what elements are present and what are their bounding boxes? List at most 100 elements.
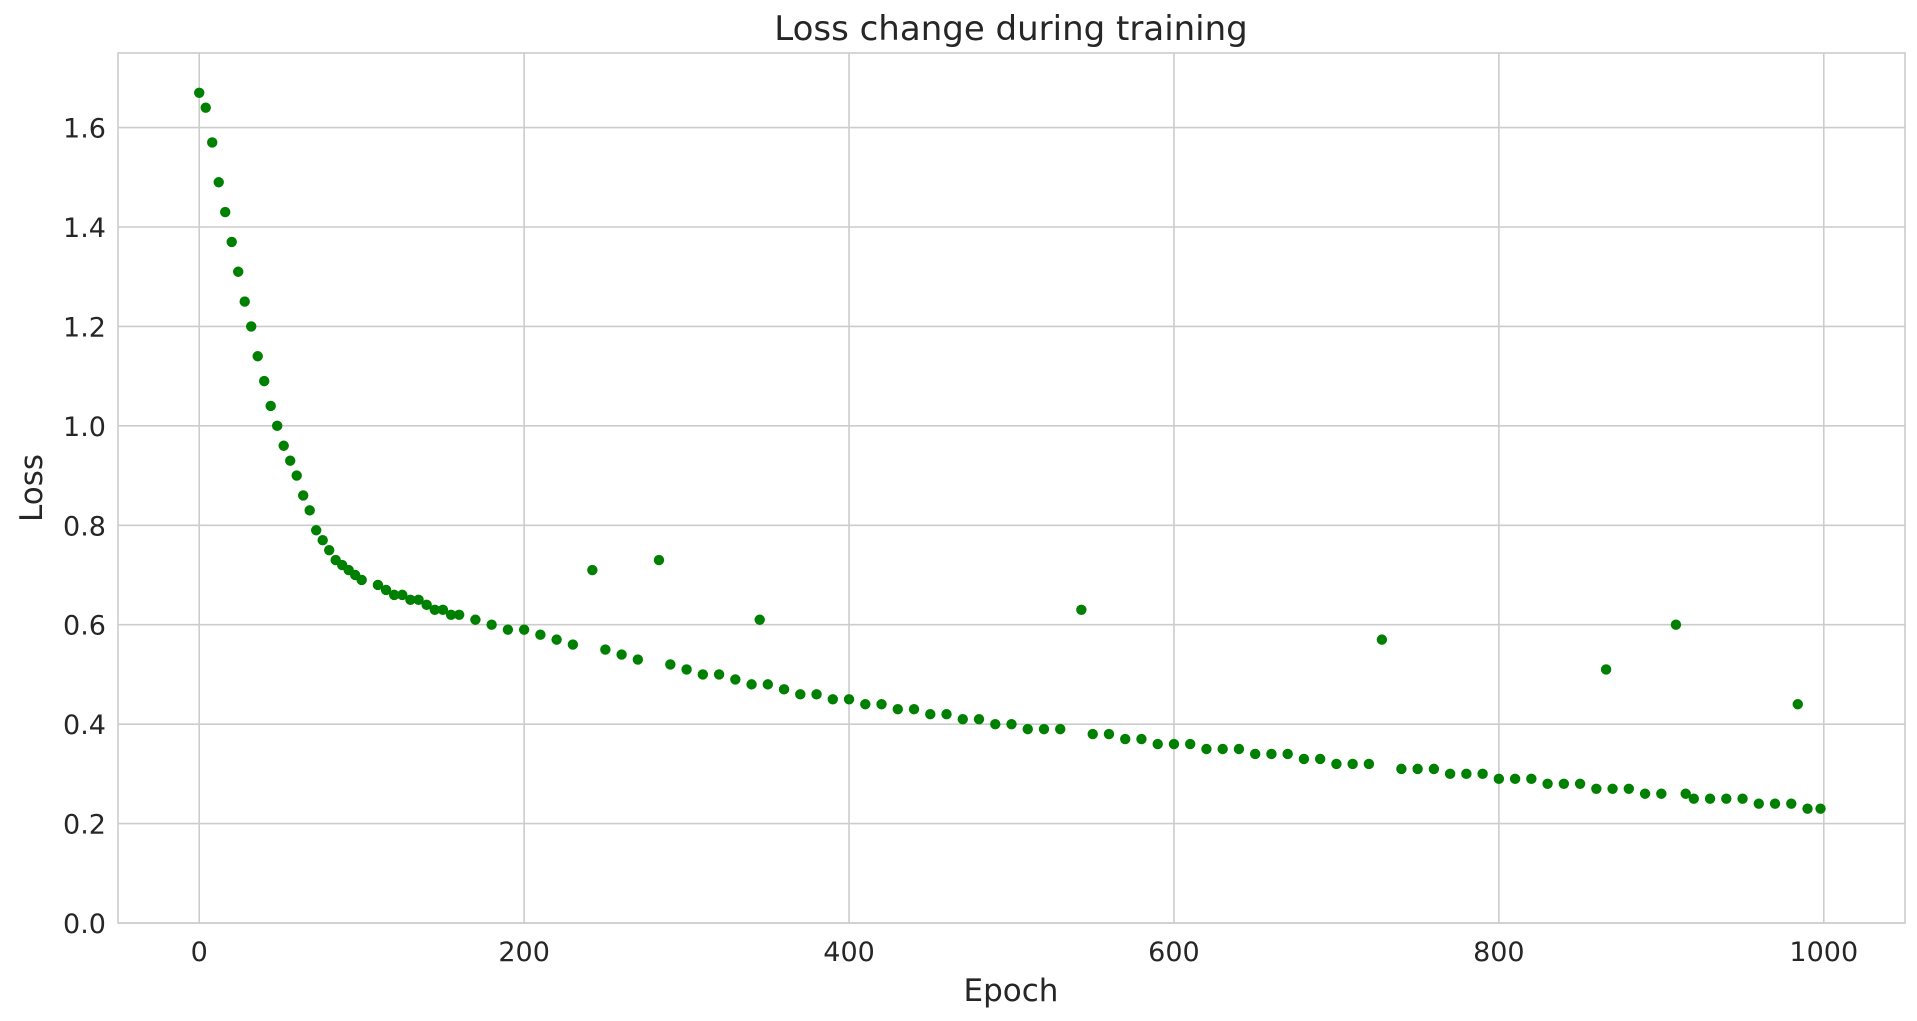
data-point — [616, 649, 627, 660]
data-point — [1477, 768, 1488, 780]
data-point — [1656, 788, 1667, 799]
data-point — [285, 455, 296, 466]
data-point — [437, 604, 449, 615]
data-point — [1022, 723, 1033, 735]
data-point — [421, 599, 432, 611]
data-point — [1233, 743, 1245, 755]
data-point — [1428, 763, 1440, 775]
data-point — [811, 689, 822, 700]
data-point — [1688, 793, 1700, 804]
y-tick-label: 1.6 — [63, 114, 106, 145]
data-point — [551, 634, 562, 645]
data-point — [746, 679, 757, 690]
data-point — [372, 579, 384, 591]
data-point — [518, 624, 530, 635]
grid — [118, 53, 1905, 924]
data-point — [1721, 793, 1732, 804]
data-point — [502, 624, 514, 635]
y-tick-label: 0.8 — [63, 511, 106, 542]
data-point — [486, 619, 497, 630]
data-point — [730, 674, 741, 685]
data-point — [632, 654, 644, 665]
data-point — [1396, 763, 1407, 775]
x-tick-label: 200 — [498, 937, 550, 968]
data-point — [1493, 773, 1505, 785]
y-tick-label: 0.0 — [63, 909, 106, 940]
data-point — [1298, 753, 1310, 765]
data-point — [827, 694, 838, 705]
data-point — [1623, 783, 1635, 794]
data-point — [1103, 728, 1115, 740]
data-point — [1249, 748, 1261, 760]
data-point — [233, 266, 244, 277]
data-point — [252, 351, 263, 362]
data-point — [265, 400, 276, 412]
data-point — [1363, 758, 1375, 770]
y-tick-label: 1.4 — [63, 213, 106, 244]
data-point — [957, 713, 968, 725]
x-tick-label: 1000 — [1789, 937, 1858, 968]
data-point — [317, 535, 328, 546]
data-point — [1282, 748, 1293, 760]
data-point — [220, 206, 231, 218]
y-tick-label: 0.4 — [63, 710, 106, 741]
data-point — [278, 440, 289, 451]
data-point — [380, 584, 392, 596]
data-point — [1769, 798, 1781, 809]
data-point — [445, 609, 457, 620]
data-point — [239, 296, 250, 307]
y-tick-labels: 0.0 0.2 0.4 0.6 0.8 1.0 1.2 1.4 1.6 — [63, 114, 106, 940]
data-point — [388, 589, 400, 601]
y-tick-label: 1.2 — [63, 312, 106, 343]
y-tick-label: 1.0 — [63, 412, 106, 443]
data-point — [876, 699, 887, 710]
data-point — [1006, 718, 1017, 730]
data-point — [1753, 798, 1764, 809]
data-point — [1558, 778, 1570, 789]
data-point — [213, 177, 224, 188]
data-point — [860, 699, 871, 710]
data-points — [194, 87, 1826, 814]
data-point — [713, 669, 725, 680]
data-point — [1509, 773, 1521, 785]
data-point — [1680, 788, 1691, 799]
data-point — [908, 704, 920, 715]
data-point — [453, 609, 465, 620]
data-point — [1591, 783, 1602, 794]
data-point — [1087, 728, 1098, 740]
y-tick-label: 0.6 — [63, 611, 106, 642]
data-point — [795, 689, 806, 700]
chart-title: Loss change during training — [774, 9, 1248, 49]
data-point — [1331, 758, 1342, 770]
data-point — [653, 554, 665, 566]
data-point — [1802, 803, 1813, 814]
x-tick-label: 800 — [1473, 937, 1525, 968]
data-point — [567, 639, 579, 650]
data-point — [925, 709, 936, 720]
data-point — [405, 594, 416, 606]
data-point — [665, 659, 676, 670]
data-point — [1347, 758, 1358, 770]
data-point — [778, 684, 790, 695]
data-point — [1055, 723, 1066, 735]
x-tick-label: 600 — [1148, 937, 1200, 968]
data-point — [246, 321, 257, 332]
data-point — [470, 614, 481, 625]
data-point — [272, 420, 283, 432]
plot-area — [117, 52, 1906, 924]
x-tick-label: 0 — [191, 937, 208, 968]
data-point — [323, 544, 335, 556]
data-point — [1314, 753, 1326, 765]
data-point — [1266, 748, 1277, 760]
data-point — [1201, 743, 1212, 755]
data-point — [587, 564, 598, 576]
data-point — [941, 709, 952, 720]
data-point — [429, 604, 440, 615]
data-point — [1217, 743, 1228, 755]
data-point — [304, 505, 315, 516]
data-point — [1607, 783, 1618, 794]
data-point — [397, 589, 408, 601]
x-tick-label: 400 — [823, 937, 875, 968]
data-point — [1792, 699, 1803, 710]
